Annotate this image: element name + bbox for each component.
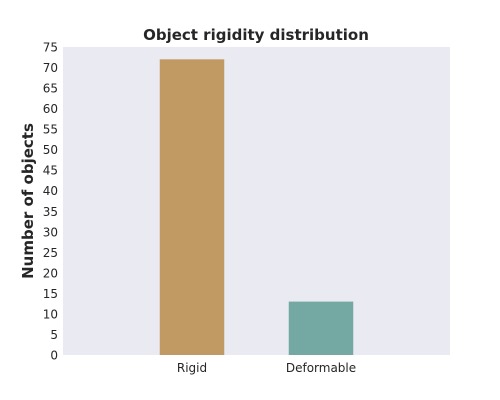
y-tick-label: 75 — [43, 41, 58, 55]
y-tick-label: 65 — [43, 82, 58, 96]
y-tick-label: 45 — [43, 164, 58, 178]
y-tick-label: 10 — [43, 307, 58, 321]
y-axis-label: Number of objects — [19, 123, 37, 279]
plot-area — [63, 47, 450, 355]
bars — [159, 59, 354, 355]
y-tick-label: 0 — [50, 349, 58, 363]
bar-deformable — [288, 301, 354, 355]
bar-rigid — [159, 59, 225, 355]
y-tick-label: 55 — [43, 123, 58, 137]
y-tick-label: 25 — [43, 246, 58, 260]
y-tick-label: 50 — [43, 143, 58, 157]
y-tick-label: 60 — [43, 102, 58, 116]
y-tick-label: 15 — [43, 287, 58, 301]
x-tick-label: Rigid — [177, 361, 207, 375]
y-tick-label: 5 — [50, 328, 58, 342]
x-tick-labels: Rigid Deformable — [177, 361, 356, 375]
y-tick-label: 30 — [43, 225, 58, 239]
y-tick-label: 70 — [43, 61, 58, 75]
x-tick-label: Deformable — [286, 361, 356, 375]
y-tick-label: 20 — [43, 266, 58, 280]
y-tick-label: 35 — [43, 205, 58, 219]
y-tick-label: 40 — [43, 184, 58, 198]
y-tick-labels: 0 5 10 15 20 25 30 35 40 45 50 55 60 65 70 75 — [43, 41, 58, 363]
chart-title: Object rigidity distribution — [143, 26, 369, 44]
